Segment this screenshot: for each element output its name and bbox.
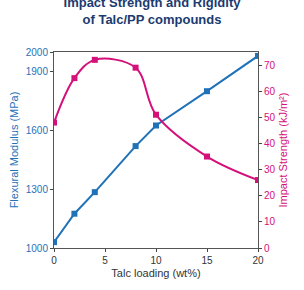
svg-text:1900: 1900 (26, 66, 49, 77)
svg-text:60: 60 (264, 86, 276, 97)
svg-text:2000: 2000 (26, 47, 49, 58)
svg-text:Impact Strength and Rigidityof: Impact Strength and Rigidityof Talc/PP c… (64, 0, 242, 27)
svg-text:50: 50 (264, 112, 276, 123)
svg-text:15: 15 (201, 255, 213, 266)
svg-text:1000: 1000 (26, 243, 49, 254)
svg-text:Impact Strength (kJ/m²): Impact Strength (kJ/m²) (277, 93, 289, 208)
svg-text:20: 20 (252, 255, 264, 266)
svg-text:30: 30 (264, 164, 276, 175)
svg-text:1300: 1300 (26, 184, 49, 195)
svg-text:70: 70 (264, 60, 276, 71)
svg-text:1600: 1600 (26, 125, 49, 136)
svg-text:20: 20 (264, 190, 276, 201)
svg-text:10: 10 (264, 216, 276, 227)
svg-text:0: 0 (264, 243, 270, 254)
svg-text:10: 10 (150, 255, 162, 266)
svg-text:0: 0 (51, 255, 57, 266)
svg-text:40: 40 (264, 138, 276, 149)
svg-text:Talc loading (wt%): Talc loading (wt%) (111, 267, 200, 279)
svg-text:Flexural Modulus (MPa): Flexural Modulus (MPa) (8, 92, 20, 209)
svg-text:5: 5 (102, 255, 108, 266)
